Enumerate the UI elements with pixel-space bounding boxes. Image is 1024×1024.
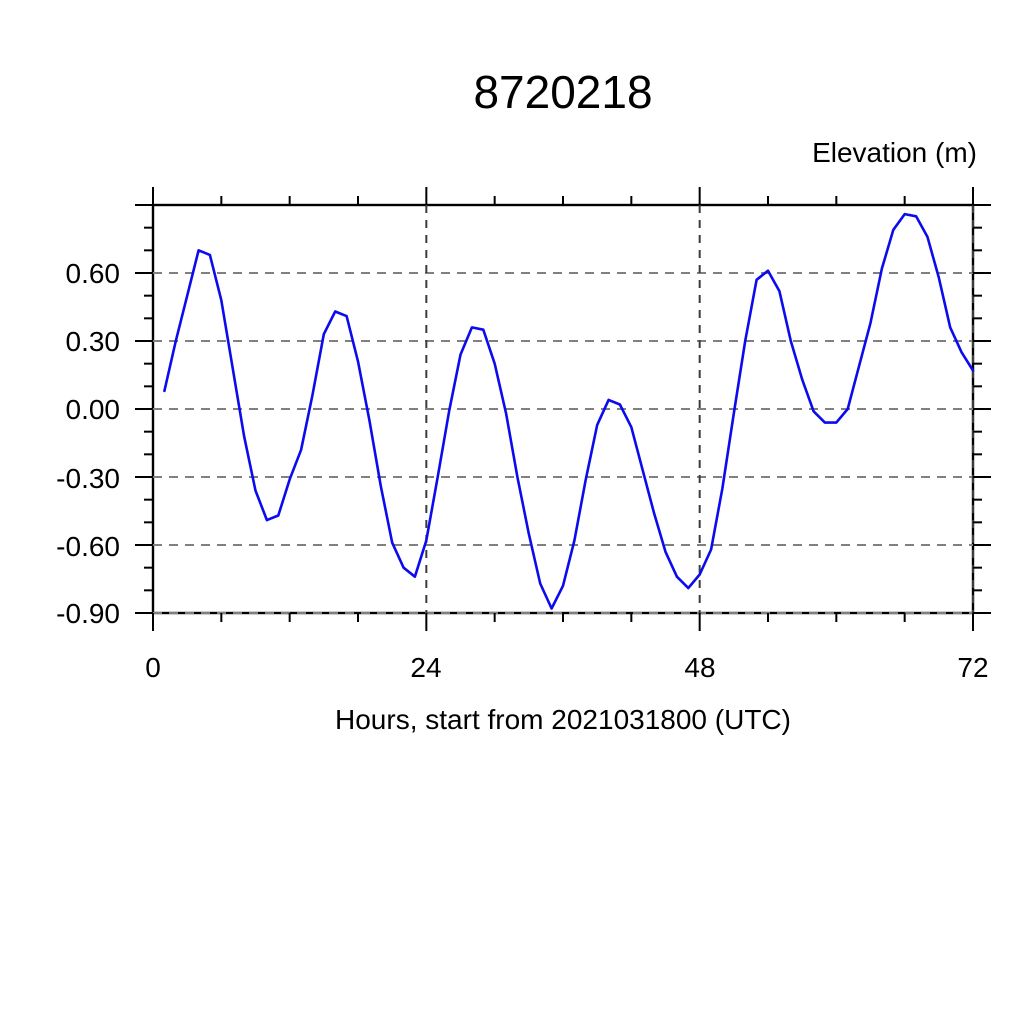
y-axis-title: Elevation (m) bbox=[812, 137, 977, 168]
plot-area bbox=[135, 187, 991, 631]
chart-title: 8720218 bbox=[473, 66, 652, 118]
y-tick-label-neg-0.90: -0.90 bbox=[56, 598, 120, 629]
y-tick-label-0.60: 0.60 bbox=[66, 258, 121, 289]
x-tick-label-24: 24 bbox=[410, 652, 441, 683]
y-tick-label-0.30: 0.30 bbox=[66, 326, 121, 357]
x-tick-label-0: 0 bbox=[145, 652, 161, 683]
x-axis-title: Hours, start from 2021031800 (UTC) bbox=[335, 704, 791, 735]
y-tick-label-neg-0.60: -0.60 bbox=[56, 531, 120, 562]
y-tick-label-0.00: 0.00 bbox=[66, 394, 121, 425]
x-tick-label-48: 48 bbox=[684, 652, 715, 683]
y-tick-label-neg-0.30: -0.30 bbox=[56, 463, 120, 494]
x-tick-label-72: 72 bbox=[957, 652, 988, 683]
elevation-curve bbox=[163, 212, 975, 610]
